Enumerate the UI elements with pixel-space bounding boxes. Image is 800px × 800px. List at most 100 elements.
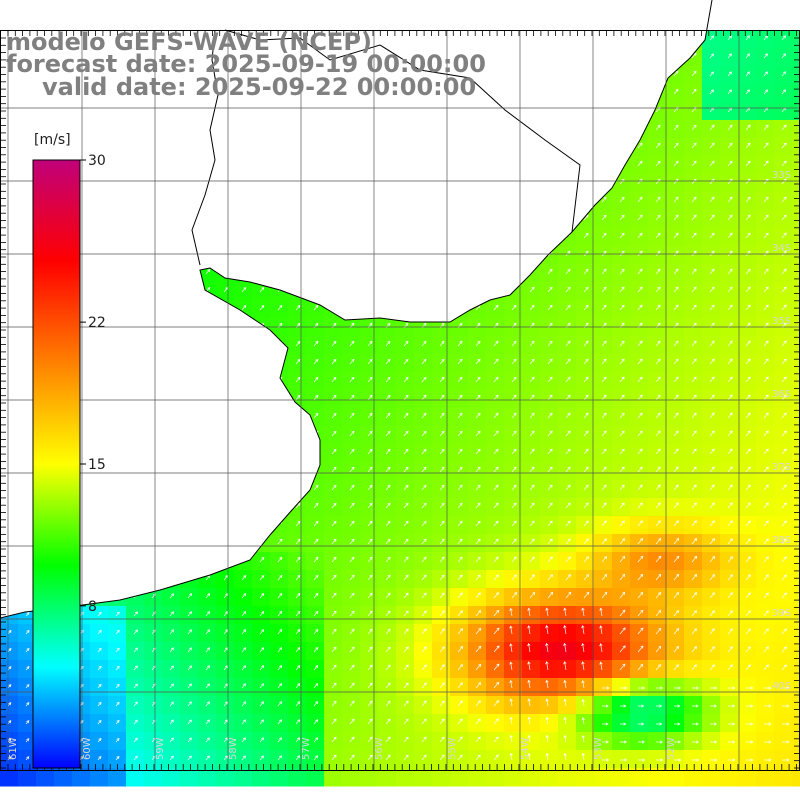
- wind-cell: [756, 732, 775, 751]
- wind-cell: [792, 390, 800, 409]
- wind-arrow: [277, 701, 283, 707]
- wind-arrow: [439, 574, 445, 581]
- wind-cell: [684, 66, 703, 85]
- wind-arrow: [403, 754, 409, 761]
- wind-arrow: [673, 304, 679, 311]
- wind-cell: [774, 372, 793, 391]
- wind-arrow: [763, 340, 769, 347]
- wind-cell: [720, 228, 739, 247]
- wind-arrow: [529, 394, 535, 401]
- wind-cell: [342, 624, 361, 643]
- wind-cell: [522, 624, 541, 643]
- wind-cell: [540, 768, 559, 787]
- wind-arrow: [619, 448, 625, 455]
- wind-arrow: [527, 752, 531, 761]
- wind-arrow: [727, 448, 733, 455]
- wind-arrow: [259, 737, 264, 743]
- wind-arrow: [457, 412, 463, 419]
- wind-cell: [342, 660, 361, 679]
- wind-cell: [90, 660, 109, 679]
- wind-cell: [432, 498, 451, 517]
- wind-cell: [432, 642, 451, 661]
- wind-arrow: [493, 592, 499, 599]
- wind-cell: [684, 210, 703, 229]
- wind-cell: [396, 696, 415, 715]
- wind-arrow: [25, 720, 30, 725]
- wind-arrow: [709, 574, 715, 581]
- wind-cell: [648, 768, 667, 787]
- wind-arrow: [331, 538, 337, 545]
- wind-cell: [558, 246, 577, 265]
- wind-arrow: [349, 754, 355, 761]
- wind-cell: [360, 624, 379, 643]
- wind-cell: [486, 354, 505, 373]
- wind-arrow: [565, 538, 571, 545]
- wind-arrow: [781, 646, 787, 653]
- wind-cell: [702, 678, 721, 697]
- wind-cell: [594, 444, 613, 463]
- wind-arrow: [25, 629, 30, 635]
- wind-arrow: [509, 643, 513, 653]
- wind-cell: [702, 660, 721, 679]
- wind-arrow: [637, 537, 644, 545]
- wind-arrow: [763, 196, 769, 203]
- wind-arrow: [457, 592, 463, 599]
- wind-arrow: [7, 702, 12, 707]
- wind-arrow: [583, 574, 589, 581]
- wind-arrow: [619, 663, 626, 671]
- wind-cell: [666, 372, 685, 391]
- wind-cell: [612, 498, 631, 517]
- wind-cell: [558, 444, 577, 463]
- wind-arrow: [782, 722, 790, 726]
- wind-arrow: [547, 268, 553, 275]
- wind-arrow: [331, 664, 337, 671]
- wind-arrow: [331, 394, 337, 401]
- wind-arrow: [313, 574, 319, 581]
- wind-cell: [576, 426, 595, 445]
- wind-arrow: [547, 502, 553, 509]
- wind-arrow: [259, 611, 265, 617]
- wind-arrow: [637, 555, 644, 563]
- wind-cell: [540, 552, 559, 571]
- wind-cell: [630, 192, 649, 211]
- wind-cell: [738, 390, 757, 409]
- wind-cell: [612, 246, 631, 265]
- wind-cell: [144, 606, 163, 625]
- wind-cell: [324, 750, 343, 769]
- wind-arrow: [529, 448, 535, 455]
- wind-cell: [648, 336, 667, 355]
- wind-arrow: [581, 752, 585, 761]
- wind-cell: [468, 624, 487, 643]
- wind-cell: [162, 642, 181, 661]
- wind-arrow: [403, 466, 409, 473]
- wind-arrow: [781, 628, 787, 635]
- wind-cell: [702, 372, 721, 391]
- wind-cell: [252, 696, 271, 715]
- wind-arrow: [277, 304, 283, 311]
- wind-cell: [396, 444, 415, 463]
- wind-cell: [396, 768, 415, 787]
- wind-cell: [612, 408, 631, 427]
- wind-arrow: [673, 70, 679, 77]
- wind-cell: [270, 750, 289, 769]
- lat-label: 36S: [772, 389, 791, 400]
- wind-arrow: [728, 704, 736, 708]
- wind-arrow: [439, 340, 445, 347]
- wind-arrow: [97, 665, 102, 671]
- wind-arrow: [583, 250, 589, 257]
- wind-cell: [414, 426, 433, 445]
- wind-arrow: [601, 412, 607, 419]
- wind-arrow: [349, 376, 355, 383]
- wind-arrow: [601, 591, 608, 599]
- wind-arrow: [403, 574, 409, 581]
- wind-arrow: [295, 502, 301, 509]
- wind-cell: [432, 354, 451, 373]
- wind-cell: [450, 624, 469, 643]
- wind-cell: [432, 444, 451, 463]
- lat-label: 35S: [772, 316, 791, 327]
- wind-cell: [360, 678, 379, 697]
- wind-cell: [324, 426, 343, 445]
- wind-cell: [702, 552, 721, 571]
- wind-cell: [756, 534, 775, 553]
- wind-arrow: [781, 35, 786, 41]
